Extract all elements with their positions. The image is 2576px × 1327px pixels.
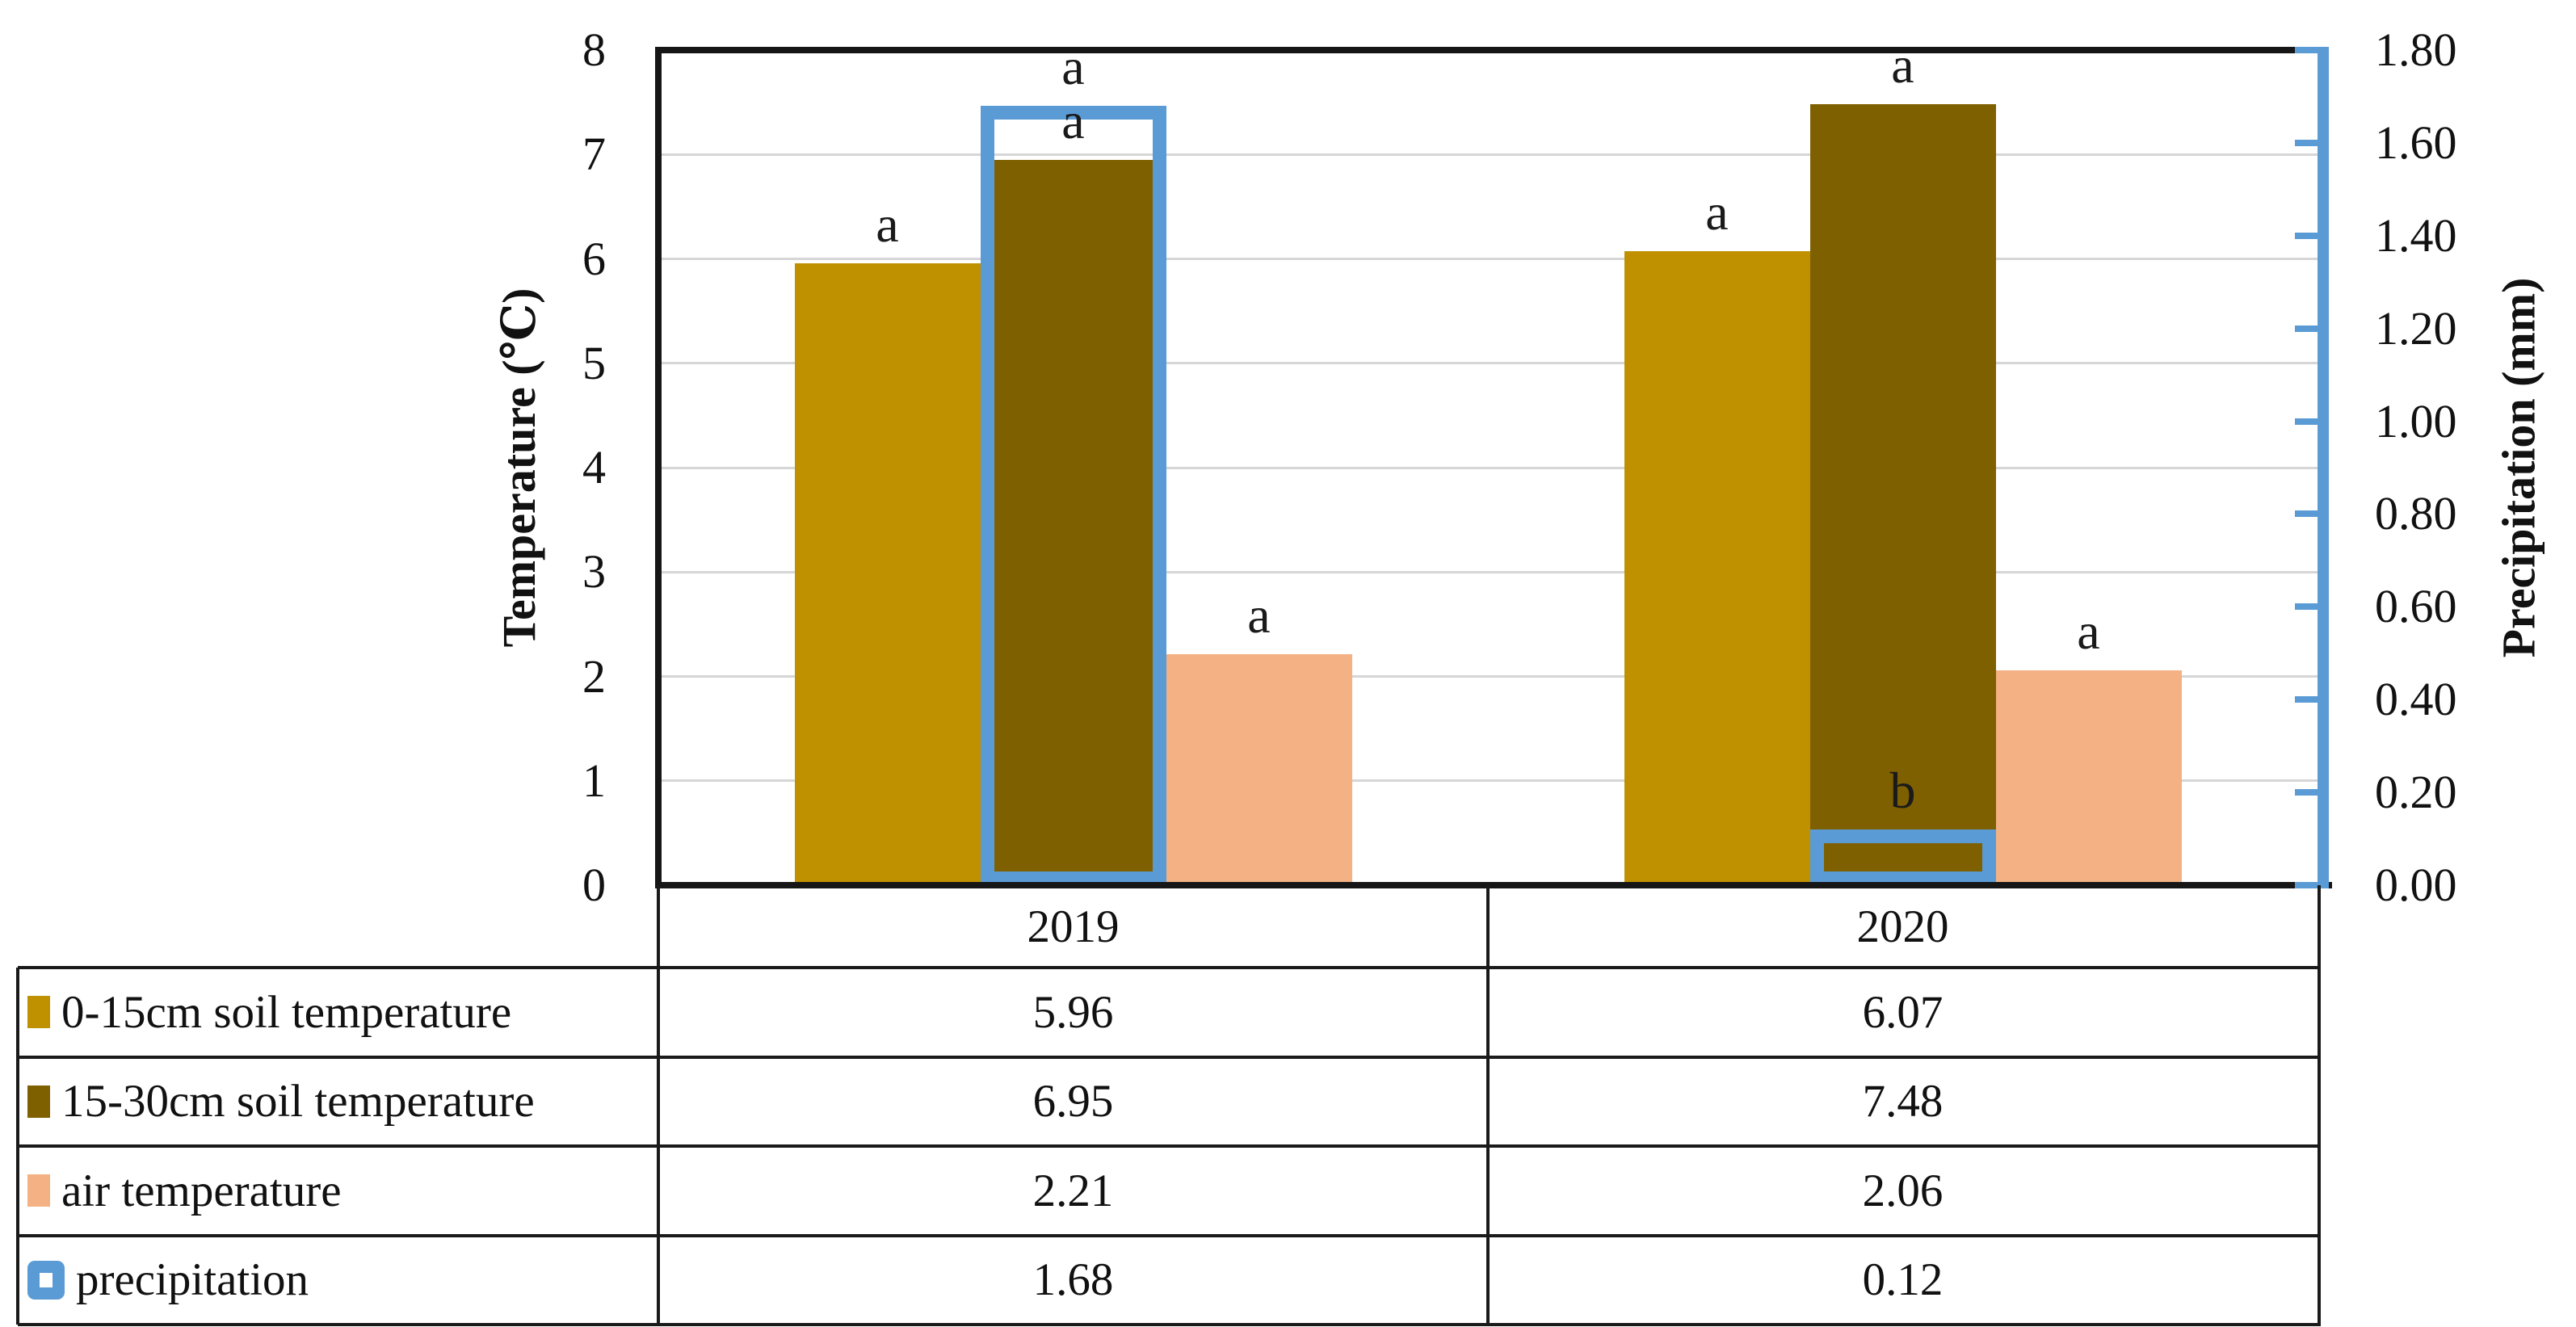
right-axis-tick-mark xyxy=(2295,603,2318,611)
gridline xyxy=(658,466,2318,469)
legend-label: precipitation xyxy=(76,1254,309,1306)
table-value-cell: 6.95 xyxy=(1032,1076,1114,1128)
table-value-cell: 2.06 xyxy=(1862,1165,1944,1216)
legend-swatch xyxy=(27,996,50,1029)
gridline xyxy=(658,779,2318,783)
right-axis-tick-mark xyxy=(2295,47,2318,53)
left-axis-tick-label: 5 xyxy=(582,336,606,389)
gridline xyxy=(658,570,2318,573)
significance-letter: a xyxy=(876,195,899,253)
right-axis-tick-mark xyxy=(2295,789,2318,796)
gridline xyxy=(658,675,2318,678)
table-border xyxy=(18,966,2321,969)
table-value-cell: 0.12 xyxy=(1862,1254,1944,1306)
significance-letter: a xyxy=(1891,36,1914,94)
bar-air-temperature-2020 xyxy=(1995,670,2182,885)
table-value-cell: 6.07 xyxy=(1862,986,1944,1038)
right-axis-tick-label: 0.00 xyxy=(2375,859,2457,911)
legend-cell-precipitation: precipitation xyxy=(27,1236,658,1325)
gridline xyxy=(658,258,2318,260)
right-axis-tick-label: 1.40 xyxy=(2375,208,2457,262)
left-axis-title: Temperature (℃) xyxy=(493,288,545,648)
table-header-2020: 2020 xyxy=(1856,901,1949,952)
left-axis-tick-label: 2 xyxy=(582,649,606,703)
table-border xyxy=(18,1055,2321,1059)
table-value-cell: 7.48 xyxy=(1862,1076,1944,1128)
right-axis-tick-mark xyxy=(2295,418,2318,425)
gridline xyxy=(658,153,2318,156)
legend-swatch-hole xyxy=(40,1272,53,1287)
bottom-axis-line xyxy=(655,882,2332,888)
table-value-cell: 5.96 xyxy=(1032,986,1114,1038)
left-axis-line xyxy=(655,47,662,888)
right-axis-tick-mark xyxy=(2295,696,2318,703)
table-border xyxy=(18,1323,2321,1326)
right-axis-tick-label: 0.60 xyxy=(2375,580,2457,633)
legend-cell-air-temperature: air temperature xyxy=(27,1146,658,1236)
significance-letter: b xyxy=(1889,762,1916,820)
table-value-cell: 1.68 xyxy=(1032,1254,1114,1306)
bar-0-15cm-soil-temperature-2019 xyxy=(794,262,981,885)
left-axis-tick-label: 7 xyxy=(582,128,606,181)
right-axis-tick-mark xyxy=(2295,325,2318,332)
right-axis-tick-label: 1.00 xyxy=(2375,394,2457,447)
bar-precipitation-2020 xyxy=(1809,829,1996,885)
legend-cell-0-15cm-soil-temperature: 0-15cm soil temperature xyxy=(27,968,658,1057)
legend-swatch xyxy=(27,1085,50,1118)
right-axis-tick-label: 0.40 xyxy=(2375,673,2457,726)
legend-label: air temperature xyxy=(61,1165,342,1216)
right-axis-tick-mark xyxy=(2295,882,2318,888)
bar-air-temperature-2019 xyxy=(1166,654,1352,885)
legend-cell-15-30cm-soil-temperature: 15-30cm soil temperature xyxy=(27,1057,658,1147)
legend-swatch xyxy=(27,1174,50,1207)
table-border xyxy=(18,1144,2321,1148)
plot-top-border xyxy=(655,47,2321,53)
right-axis-tick-mark xyxy=(2295,510,2318,518)
left-axis-tick-label: 3 xyxy=(582,545,606,598)
right-axis-tick-label: 1.20 xyxy=(2375,301,2457,355)
significance-letter: a xyxy=(2077,602,2100,660)
table-border xyxy=(1486,885,1490,1325)
legend-swatch xyxy=(27,1260,65,1300)
table-header-2019: 2019 xyxy=(1027,901,1120,952)
right-axis-tick-label: 1.80 xyxy=(2375,23,2457,76)
table-value-cell: 2.21 xyxy=(1032,1165,1114,1216)
significance-letter: a xyxy=(1247,586,1271,645)
table-border xyxy=(657,885,660,1325)
bar-0-15cm-soil-temperature-2020 xyxy=(1624,251,1810,885)
right-axis-tick-label: 0.80 xyxy=(2375,487,2457,540)
right-axis-tick-label: 0.20 xyxy=(2375,766,2457,819)
right-axis-tick-label: 1.60 xyxy=(2375,115,2457,169)
right-axis-title: Precipitation (mm) xyxy=(2492,277,2545,658)
legend-label: 15-30cm soil temperature xyxy=(61,1076,535,1128)
gridline xyxy=(658,362,2318,365)
left-axis-tick-label: 8 xyxy=(582,23,606,76)
right-axis-line xyxy=(2318,47,2329,888)
significance-letter: a xyxy=(1061,91,1085,149)
left-axis-tick-label: 0 xyxy=(582,859,606,911)
right-axis-tick-mark xyxy=(2295,232,2318,239)
table-border xyxy=(2318,885,2321,1325)
right-axis-tick-mark xyxy=(2295,139,2318,146)
bar-15-30cm-soil-temperature-2019 xyxy=(980,159,1166,885)
bar-precipitation-2019 xyxy=(980,105,1166,885)
legend-label: 0-15cm soil temperature xyxy=(61,986,512,1038)
left-axis-tick-label: 4 xyxy=(582,441,606,493)
left-axis-tick-label: 6 xyxy=(582,232,606,285)
table-border xyxy=(18,1233,2321,1237)
bar-15-30cm-soil-temperature-2020 xyxy=(1809,104,1996,885)
significance-letter: a xyxy=(1705,183,1729,241)
left-axis-tick-label: 1 xyxy=(582,754,606,807)
table-border xyxy=(16,968,19,1325)
